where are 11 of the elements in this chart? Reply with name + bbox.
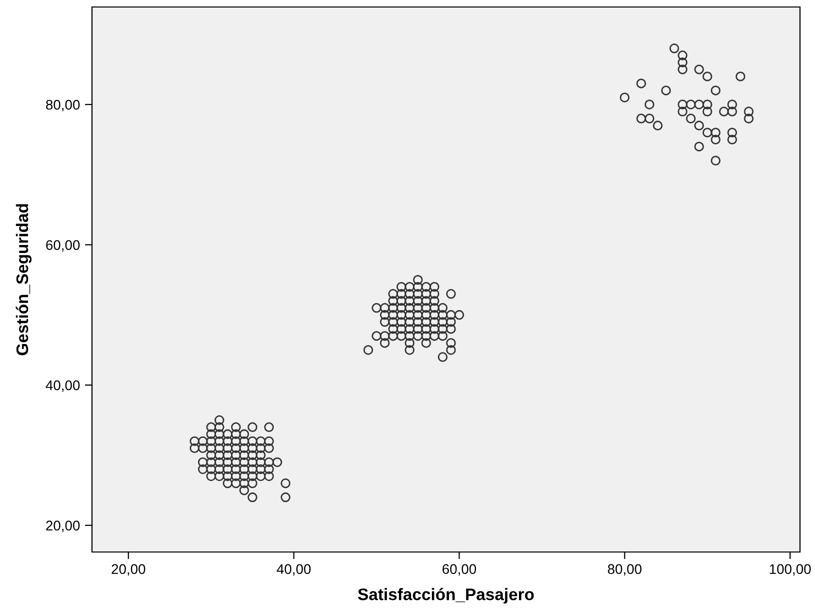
x-tick-label: 20,00 [112,564,146,576]
y-tick-label: 20,00 [46,520,80,532]
y-tick-label: 80,00 [46,100,80,112]
x-tick-label: 60,00 [442,564,476,576]
x-axis-title: Satisfacción_Pasajero [358,588,534,604]
y-tick-label: 60,00 [46,240,80,252]
y-axis-title: Gestión_Seguridad [16,204,32,356]
x-tick-label: 80,00 [608,564,642,576]
y-tick-label: 40,00 [46,380,80,392]
x-tick-label: 100,00 [770,564,811,576]
x-tick-label: 40,00 [276,564,311,576]
